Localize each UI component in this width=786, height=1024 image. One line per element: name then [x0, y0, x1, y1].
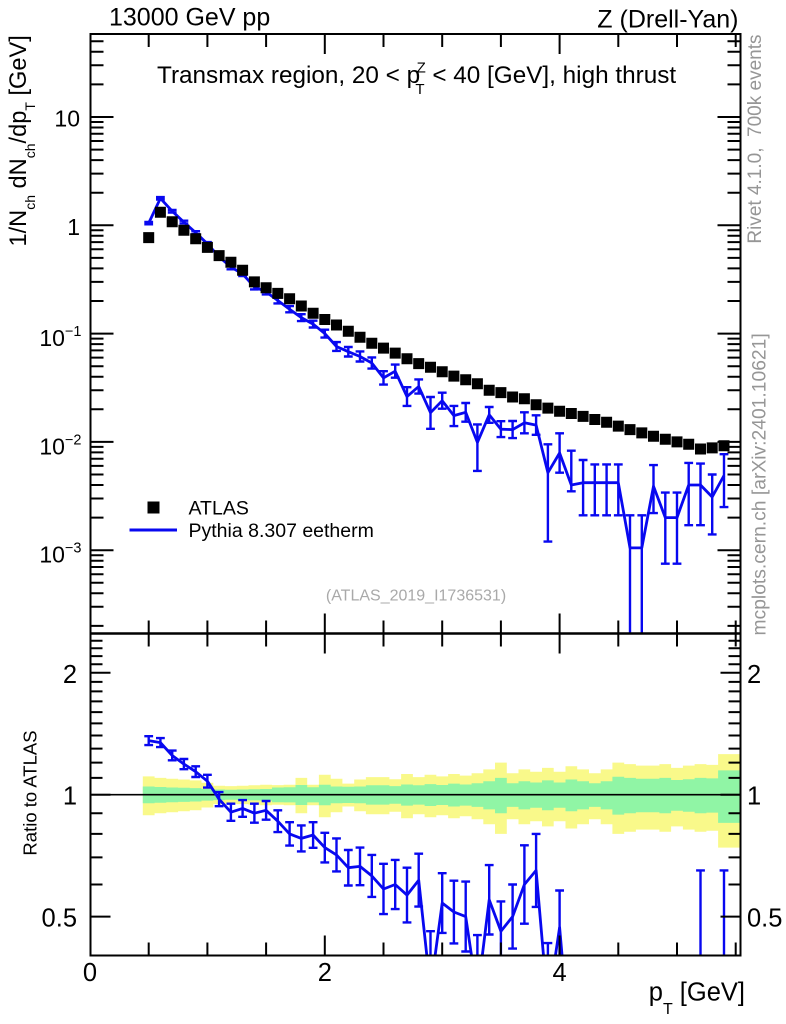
svg-text:Pythia 8.307 eetherm: Pythia 8.307 eetherm	[189, 520, 374, 542]
svg-text:Z (Drell-Yan): Z (Drell-Yan)	[597, 6, 738, 34]
svg-text:Rivet 4.1.0, 700k events: Rivet 4.1.0, 700k events	[745, 35, 766, 244]
svg-text:4: 4	[553, 959, 567, 987]
svg-text:Transmax region, 20 < pZT < 40: Transmax region, 20 < pZ T < 40 [GeV], hi…	[157, 59, 676, 98]
svg-text:1: 1	[63, 783, 77, 811]
svg-text:2: 2	[747, 661, 761, 689]
svg-text:(ATLAS_2019_I1736531): (ATLAS_2019_I1736531)	[326, 588, 506, 605]
svg-text:0.5: 0.5	[42, 905, 77, 933]
svg-text:1: 1	[747, 783, 761, 811]
svg-text:13000 GeV pp: 13000 GeV pp	[109, 3, 270, 31]
svg-text:1: 1	[67, 214, 80, 240]
svg-text:Ratio to ATLAS: Ratio to ATLAS	[20, 730, 41, 855]
svg-text:10−1: 10−1	[39, 324, 81, 351]
svg-text:0.5: 0.5	[747, 905, 782, 933]
svg-text:mcplots.cern.ch [arXiv:2401.10: mcplots.cern.ch [arXiv:2401.10621]	[750, 333, 771, 635]
svg-text:0: 0	[83, 959, 97, 987]
svg-text:2: 2	[318, 959, 332, 987]
svg-text:ATLAS: ATLAS	[189, 498, 249, 520]
svg-text:2: 2	[63, 661, 77, 689]
svg-text:10: 10	[54, 106, 80, 132]
